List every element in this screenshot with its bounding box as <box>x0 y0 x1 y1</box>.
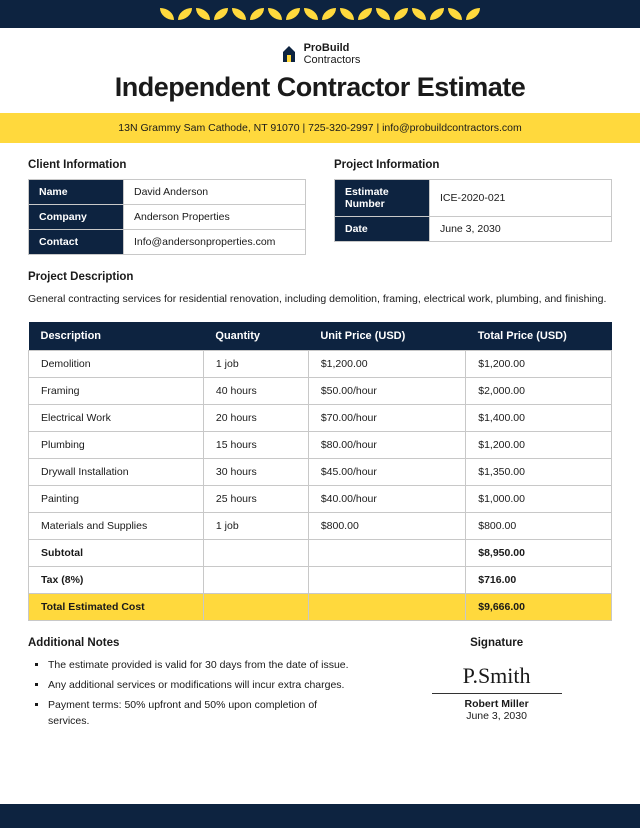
line-item-cell: Demolition <box>29 350 204 377</box>
info-row: Estimate NumberICE-2020-021 <box>335 180 612 217</box>
line-item-cell: $800.00 <box>466 512 612 539</box>
summary-row: Tax (8%) $716.00 <box>29 566 612 593</box>
summary-cell: Subtotal <box>29 539 204 566</box>
info-row: DateJune 3, 2030 <box>335 217 612 242</box>
summary-cell: $9,666.00 <box>466 593 612 620</box>
info-label: Date <box>335 217 430 242</box>
info-label: Estimate Number <box>335 180 430 217</box>
client-info-table: NameDavid AndersonCompanyAnderson Proper… <box>28 179 306 255</box>
line-item-cell: Framing <box>29 377 204 404</box>
line-item-cell: $1,200.00 <box>466 431 612 458</box>
line-item-cell: 20 hours <box>203 404 308 431</box>
column-header: Unit Price (USD) <box>308 322 465 351</box>
line-item-cell: $1,200.00 <box>466 350 612 377</box>
info-label: Contact <box>29 230 124 255</box>
line-item-cell: 15 hours <box>203 431 308 458</box>
page-title: Independent Contractor Estimate <box>0 72 640 103</box>
summary-cell <box>308 539 465 566</box>
line-item-row: Drywall Installation30 hours$45.00/hour$… <box>29 458 612 485</box>
signature-date: June 3, 2030 <box>381 710 612 722</box>
signature-section: Signature P.Smith Robert Miller June 3, … <box>381 637 612 733</box>
line-item-cell: $50.00/hour <box>308 377 465 404</box>
client-info-heading: Client Information <box>28 159 306 171</box>
line-item-row: Painting25 hours$40.00/hour$1,000.00 <box>29 485 612 512</box>
line-item-cell: 25 hours <box>203 485 308 512</box>
column-header: Description <box>29 322 204 351</box>
summary-cell <box>203 539 308 566</box>
line-item-cell: Electrical Work <box>29 404 204 431</box>
info-row: ContactInfo@andersonproperties.com <box>29 230 306 255</box>
project-info-table: Estimate NumberICE-2020-021DateJune 3, 2… <box>334 179 612 242</box>
project-information-section: Project Information Estimate NumberICE-2… <box>334 159 612 255</box>
line-item-cell: $1,350.00 <box>466 458 612 485</box>
info-row: NameDavid Anderson <box>29 180 306 205</box>
line-item-row: Plumbing15 hours$80.00/hour$1,200.00 <box>29 431 612 458</box>
info-value: June 3, 2030 <box>430 217 612 242</box>
column-header: Quantity <box>203 322 308 351</box>
line-item-cell: $45.00/hour <box>308 458 465 485</box>
line-item-row: Electrical Work20 hours$70.00/hour$1,400… <box>29 404 612 431</box>
line-item-cell: Painting <box>29 485 204 512</box>
summary-cell: Total Estimated Cost <box>29 593 204 620</box>
signature-heading: Signature <box>381 637 612 649</box>
notes-list: The estimate provided is valid for 30 da… <box>28 657 351 730</box>
note-item: Payment terms: 50% upfront and 50% upon … <box>48 697 351 731</box>
line-item-cell: 1 job <box>203 350 308 377</box>
summary-cell <box>203 593 308 620</box>
line-item-cell: $40.00/hour <box>308 485 465 512</box>
info-value: Anderson Properties <box>124 205 306 230</box>
summary-cell <box>203 566 308 593</box>
company-name: ProBuild Contractors <box>304 42 361 66</box>
line-item-cell: Materials and Supplies <box>29 512 204 539</box>
summary-cell: $716.00 <box>466 566 612 593</box>
line-item-cell: $1,400.00 <box>466 404 612 431</box>
note-item: Any additional services or modifications… <box>48 677 351 694</box>
estimate-line-items-table: DescriptionQuantityUnit Price (USD)Total… <box>28 322 612 621</box>
company-logo-icon <box>280 45 298 63</box>
summary-row: Total Estimated Cost $9,666.00 <box>29 593 612 620</box>
info-label: Company <box>29 205 124 230</box>
summary-cell: $8,950.00 <box>466 539 612 566</box>
line-item-cell: $70.00/hour <box>308 404 465 431</box>
line-item-cell: $800.00 <box>308 512 465 539</box>
note-item: The estimate provided is valid for 30 da… <box>48 657 351 674</box>
line-item-cell: $1,200.00 <box>308 350 465 377</box>
line-item-row: Framing40 hours$50.00/hour$2,000.00 <box>29 377 612 404</box>
info-label: Name <box>29 180 124 205</box>
line-item-row: Materials and Supplies1 job$800.00$800.0… <box>29 512 612 539</box>
project-description-text: General contracting services for residen… <box>28 291 612 308</box>
line-item-cell: $80.00/hour <box>308 431 465 458</box>
signer-name: Robert Miller <box>381 698 612 710</box>
line-item-cell: 30 hours <box>203 458 308 485</box>
notes-heading: Additional Notes <box>28 637 351 649</box>
line-item-cell: 40 hours <box>203 377 308 404</box>
line-item-cell: 1 job <box>203 512 308 539</box>
info-row: CompanyAnderson Properties <box>29 205 306 230</box>
line-item-row: Demolition1 job$1,200.00$1,200.00 <box>29 350 612 377</box>
summary-cell <box>308 593 465 620</box>
column-header: Total Price (USD) <box>466 322 612 351</box>
project-description-heading: Project Description <box>28 271 612 283</box>
signature-line <box>432 693 562 694</box>
decorative-top-border <box>0 0 640 28</box>
summary-cell: Tax (8%) <box>29 566 204 593</box>
contact-info-bar: 13N Grammy Sam Cathode, NT 91070 | 725-3… <box>0 113 640 143</box>
decorative-bottom-border <box>0 804 640 828</box>
info-value: David Anderson <box>124 180 306 205</box>
line-item-cell: $1,000.00 <box>466 485 612 512</box>
line-item-cell: $2,000.00 <box>466 377 612 404</box>
summary-row: Subtotal $8,950.00 <box>29 539 612 566</box>
line-item-cell: Plumbing <box>29 431 204 458</box>
additional-notes-section: Additional Notes The estimate provided i… <box>28 637 351 733</box>
info-value: Info@andersonproperties.com <box>124 230 306 255</box>
project-info-heading: Project Information <box>334 159 612 171</box>
summary-cell <box>308 566 465 593</box>
signature-script: P.Smith <box>381 663 612 689</box>
line-item-cell: Drywall Installation <box>29 458 204 485</box>
client-information-section: Client Information NameDavid AndersonCom… <box>28 159 306 255</box>
document-header: ProBuild Contractors Independent Contrac… <box>0 28 640 113</box>
info-value: ICE-2020-021 <box>430 180 612 217</box>
